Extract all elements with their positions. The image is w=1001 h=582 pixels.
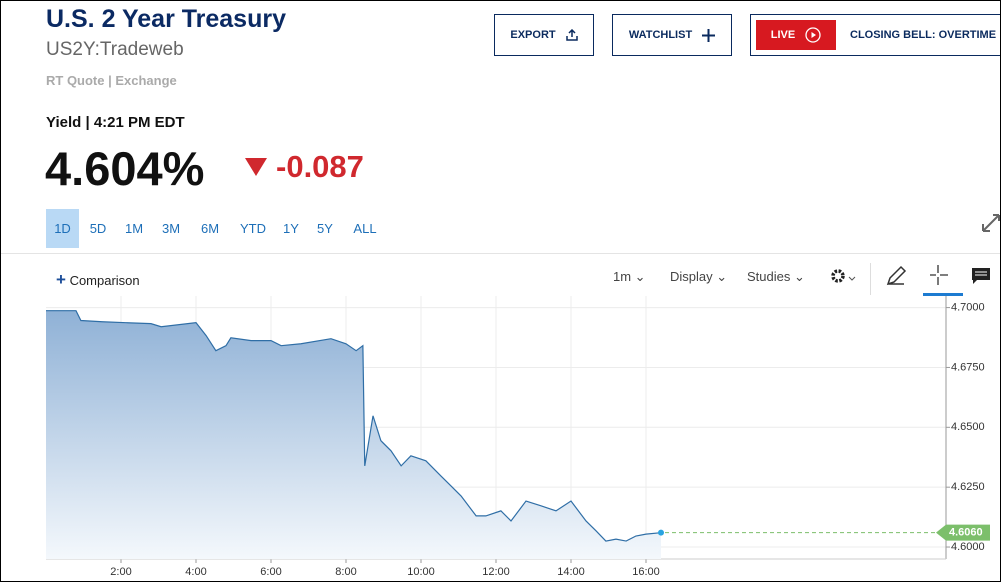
plus-icon: [702, 28, 716, 42]
interval-menu[interactable]: 1m ⌄: [613, 269, 646, 284]
button-label: EXPORT: [510, 29, 556, 41]
y-tick-label: 4.6500: [951, 421, 985, 433]
play-icon: [805, 27, 821, 43]
comparison-label: Comparison: [69, 273, 140, 288]
range-tab[interactable]: 1D: [46, 209, 79, 248]
comparison-button[interactable]: + Comparison: [56, 270, 140, 289]
display-label: Display: [670, 269, 713, 284]
last-point: [658, 529, 664, 536]
watchlist-button[interactable]: WATCHLIST: [612, 14, 732, 56]
export-button[interactable]: EXPORT: [494, 14, 594, 56]
x-tick-label: 8:00: [335, 566, 356, 578]
y-tick-label: 4.6000: [951, 541, 985, 553]
x-tick-label: 14:00: [557, 566, 585, 578]
range-tab[interactable]: YTD: [240, 221, 266, 236]
y-tick-label: 4.6750: [951, 361, 985, 373]
expand-icon[interactable]: [981, 211, 1001, 233]
y-tick-label: 4.7000: [951, 301, 985, 313]
range-tab[interactable]: 3M: [161, 221, 181, 236]
live-badge: LIVE: [756, 20, 836, 50]
symbol: US2Y:Tradeweb: [46, 39, 184, 60]
crosshair-icon[interactable]: [923, 263, 963, 297]
range-tab[interactable]: 5D: [89, 221, 107, 236]
quote-label: Yield | 4:21 PM EDT: [46, 114, 185, 131]
draw-icon[interactable]: [885, 265, 907, 287]
x-tick-label: 4:00: [185, 566, 206, 578]
x-tick-label: 10:00: [407, 566, 435, 578]
x-tick-label: 6:00: [260, 566, 281, 578]
range-tab[interactable]: 5Y: [317, 221, 333, 236]
last-value-label: 4.6060: [949, 527, 983, 539]
display-menu[interactable]: Display ⌄: [670, 269, 728, 284]
x-tick-label: 16:00: [632, 566, 660, 578]
settings-icon[interactable]: [829, 267, 859, 287]
studies-label: Studies: [747, 269, 791, 284]
area: [46, 310, 661, 559]
live-button[interactable]: LIVE CLOSING BELL: OVERTIME: [750, 14, 1000, 56]
range-tab[interactable]: 6M: [200, 221, 220, 236]
change: -0.087: [276, 149, 364, 184]
x-tick-label: 2:00: [110, 566, 131, 578]
price: 4.604%: [45, 142, 205, 195]
button-label: WATCHLIST: [628, 29, 693, 41]
interval-label: 1m: [613, 269, 632, 284]
source: RT Quote | Exchange: [46, 73, 177, 88]
export-icon: [565, 29, 578, 41]
line: [46, 310, 662, 542]
y-tick-label: 4.6250: [951, 481, 985, 493]
down-arrow: [245, 158, 267, 176]
live-show: CLOSING BELL: OVERTIME: [850, 29, 997, 41]
studies-menu[interactable]: Studies ⌄: [747, 269, 805, 284]
last-value-tag: [936, 524, 990, 541]
range-tab[interactable]: ALL: [353, 221, 377, 236]
live-label: LIVE: [770, 29, 796, 41]
range-tab[interactable]: 1M: [124, 221, 144, 236]
toolbar-separator: [870, 263, 871, 295]
x-tick-label: 12:00: [482, 566, 510, 578]
divider: [1, 253, 1000, 254]
comment-icon[interactable]: [971, 266, 991, 286]
title: U.S. 2 Year Treasury: [46, 5, 286, 33]
range-tab[interactable]: 1Y: [283, 221, 299, 236]
